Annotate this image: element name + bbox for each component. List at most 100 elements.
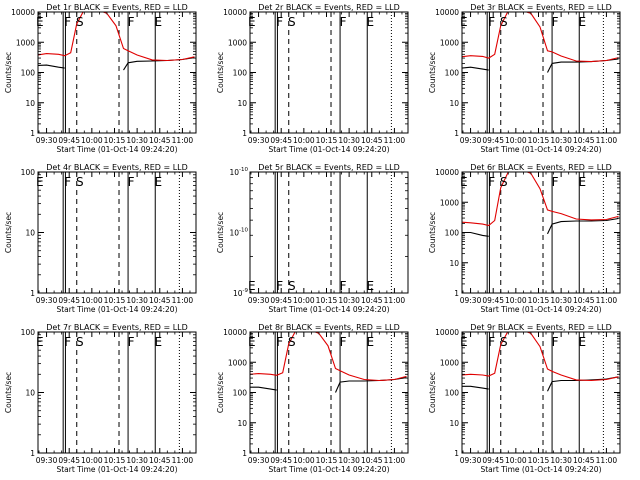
- event-marker-label: S: [76, 15, 84, 29]
- event-marker-label: E: [154, 175, 162, 189]
- y-tick-label: 10: [25, 99, 35, 108]
- y-tick-label: 10: [25, 229, 35, 238]
- event-marker-label: F: [340, 15, 347, 29]
- y-tick-label: 10000: [435, 8, 459, 17]
- event-marker-label: S: [288, 15, 296, 29]
- x-tick-label: 10:30: [126, 136, 148, 145]
- x-tick-label: 11:00: [596, 296, 618, 305]
- event-marker-label: S: [500, 335, 508, 349]
- plot-area: [38, 12, 195, 133]
- x-tick-label: 11:00: [596, 456, 618, 465]
- y-tick-label: 1000: [440, 38, 459, 47]
- x-tick-label: 09:45: [270, 296, 292, 305]
- x-tick-label: 10:00: [81, 136, 103, 145]
- y-tick-label: 100: [445, 389, 460, 398]
- x-tick-label: 10:15: [104, 456, 126, 465]
- x-tick-label: 10:15: [104, 296, 126, 305]
- event-marker-label: F: [128, 335, 135, 349]
- x-tick-label: 11:00: [384, 296, 406, 305]
- event-marker-label: F: [64, 15, 71, 29]
- x-tick-label: 10:45: [361, 456, 383, 465]
- y-tick-label: 100: [445, 229, 460, 238]
- x-tick-label: 11:00: [172, 296, 194, 305]
- event-marker-label: S: [500, 15, 508, 29]
- y-tick-label: 10-10: [229, 167, 248, 177]
- x-tick-label: 10:30: [550, 296, 572, 305]
- x-tick-label: 10:45: [361, 296, 383, 305]
- x-tick-label: 10:30: [126, 296, 148, 305]
- x-tick-label: 10:45: [149, 296, 171, 305]
- x-tick-label: 10:45: [573, 296, 595, 305]
- x-tick-label: 11:00: [596, 136, 618, 145]
- x-tick-label: 09:30: [460, 136, 482, 145]
- event-marker-label: F: [64, 175, 71, 189]
- x-axis-label: Start Time (01-Oct-14 09:24:20): [480, 305, 601, 314]
- x-tick-label: 10:00: [505, 296, 527, 305]
- plot-area: [274, 172, 392, 293]
- panel-title: Det 4r BLACK = Events, RED = LLD: [46, 163, 188, 172]
- x-tick-label: 09:45: [482, 456, 504, 465]
- y-tick-label: 100: [21, 168, 36, 177]
- y-tick-label: 100: [21, 328, 36, 337]
- event-marker-label: F: [276, 335, 283, 349]
- x-tick-label: 10:00: [293, 296, 315, 305]
- panel-det-5: Det 5r BLACK = Events, RED = LLD 10-9 10-1…: [216, 163, 409, 314]
- panel-det-9: Det 9r BLACK = Events, RED = LLD 1 10 100 10…: [428, 323, 621, 474]
- event-marker-label: F: [128, 175, 135, 189]
- x-axis-label: Start Time (01-Oct-14 09:24:20): [56, 145, 177, 154]
- x-tick-label: 09:45: [270, 456, 292, 465]
- y-tick-label: 10: [25, 389, 35, 398]
- x-tick-label: 10:15: [528, 136, 550, 145]
- x-tick-label: 10:30: [338, 456, 360, 465]
- x-tick-label: 10:30: [338, 136, 360, 145]
- y-axis-label: Counts/sec: [428, 52, 437, 93]
- x-tick-label: 09:30: [460, 296, 482, 305]
- panel-title: Det 9r BLACK = Events, RED = LLD: [470, 323, 612, 332]
- lld-series-line: [462, 12, 619, 63]
- event-marker-label: F: [128, 15, 135, 29]
- panel-title: Det 5r BLACK = Events, RED = LLD: [258, 163, 400, 172]
- x-tick-label: 10:30: [338, 296, 360, 305]
- panel-title: Det 3r BLACK = Events, RED = LLD: [470, 3, 612, 12]
- x-tick-label: 10:00: [505, 456, 527, 465]
- event-marker-label: E: [248, 15, 256, 29]
- x-tick-label: 11:00: [384, 456, 406, 465]
- y-tick-label: 1: [242, 449, 247, 458]
- event-marker-label: F: [552, 335, 559, 349]
- x-tick-label: 09:45: [482, 136, 504, 145]
- event-marker-label: S: [76, 335, 84, 349]
- x-tick-label: 09:30: [248, 296, 270, 305]
- x-tick-label: 10:00: [505, 136, 527, 145]
- y-axis-label: Counts/sec: [216, 372, 225, 413]
- x-tick-label: 09:30: [36, 136, 58, 145]
- event-marker-label: S: [500, 175, 508, 189]
- y-tick-label: 100: [233, 389, 248, 398]
- y-tick-label: 10000: [11, 8, 35, 17]
- x-tick-label: 10:45: [149, 136, 171, 145]
- axes-frame: [37, 331, 197, 454]
- y-tick-label: 10: [237, 99, 247, 108]
- event-marker-label: E: [366, 279, 374, 293]
- x-tick-label: 09:30: [36, 296, 58, 305]
- x-axis-label: Start Time (01-Oct-14 09:24:20): [480, 465, 601, 474]
- panel-det-2: Det 2r BLACK = Events, RED = LLD 1 10 100 10…: [216, 3, 409, 154]
- panel-title: Det 1r BLACK = Events, RED = LLD: [46, 3, 188, 12]
- plot-area: [462, 12, 619, 133]
- y-tick-label: 10000: [223, 8, 247, 17]
- panel-title: Det 7r BLACK = Events, RED = LLD: [46, 323, 188, 332]
- x-tick-label: 10:15: [528, 296, 550, 305]
- y-tick-label: 10: [237, 419, 247, 428]
- y-tick-label: 1000: [16, 38, 35, 47]
- axes-frame: [249, 11, 409, 134]
- x-tick-label: 11:00: [384, 136, 406, 145]
- panel-title: Det 8r BLACK = Events, RED = LLD: [258, 323, 400, 332]
- y-tick-label: 1: [30, 129, 35, 138]
- x-tick-label: 10:45: [149, 456, 171, 465]
- events-series-line: [462, 376, 619, 392]
- x-axis-label: Start Time (01-Oct-14 09:24:20): [56, 465, 177, 474]
- lld-series-line: [462, 332, 619, 382]
- x-tick-label: 10:45: [361, 136, 383, 145]
- event-marker-label: E: [578, 15, 586, 29]
- plot-area: [62, 332, 180, 453]
- event-marker-label: E: [36, 15, 44, 29]
